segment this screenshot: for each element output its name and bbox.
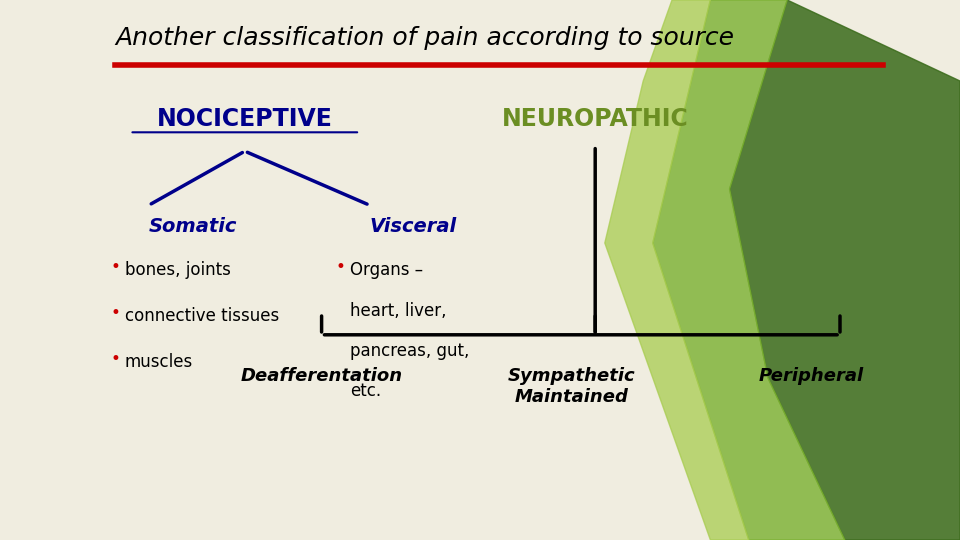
Text: heart, liver,: heart, liver, xyxy=(350,301,447,320)
Text: Visceral: Visceral xyxy=(370,217,457,237)
Text: NOCICEPTIVE: NOCICEPTIVE xyxy=(156,107,333,131)
Text: Peripheral: Peripheral xyxy=(758,367,864,385)
Text: pancreas, gut,: pancreas, gut, xyxy=(350,342,469,360)
Text: Another classification of pain according to source: Another classification of pain according… xyxy=(115,26,734,50)
Text: •: • xyxy=(110,350,120,368)
Text: •: • xyxy=(110,258,120,276)
Text: Deafferentation: Deafferentation xyxy=(241,367,402,385)
Text: muscles: muscles xyxy=(125,353,193,371)
Text: NEUROPATHIC: NEUROPATHIC xyxy=(502,107,688,131)
Text: Organs –: Organs – xyxy=(350,261,423,279)
Text: etc.: etc. xyxy=(350,382,381,401)
Text: Sympathetic
Maintained: Sympathetic Maintained xyxy=(508,367,635,406)
Text: bones, joints: bones, joints xyxy=(125,261,230,279)
Polygon shape xyxy=(605,0,749,540)
Text: •: • xyxy=(110,304,120,322)
Text: Somatic: Somatic xyxy=(149,217,237,237)
Text: connective tissues: connective tissues xyxy=(125,307,279,325)
Text: •: • xyxy=(336,258,346,276)
Polygon shape xyxy=(730,0,960,540)
Polygon shape xyxy=(653,0,845,540)
